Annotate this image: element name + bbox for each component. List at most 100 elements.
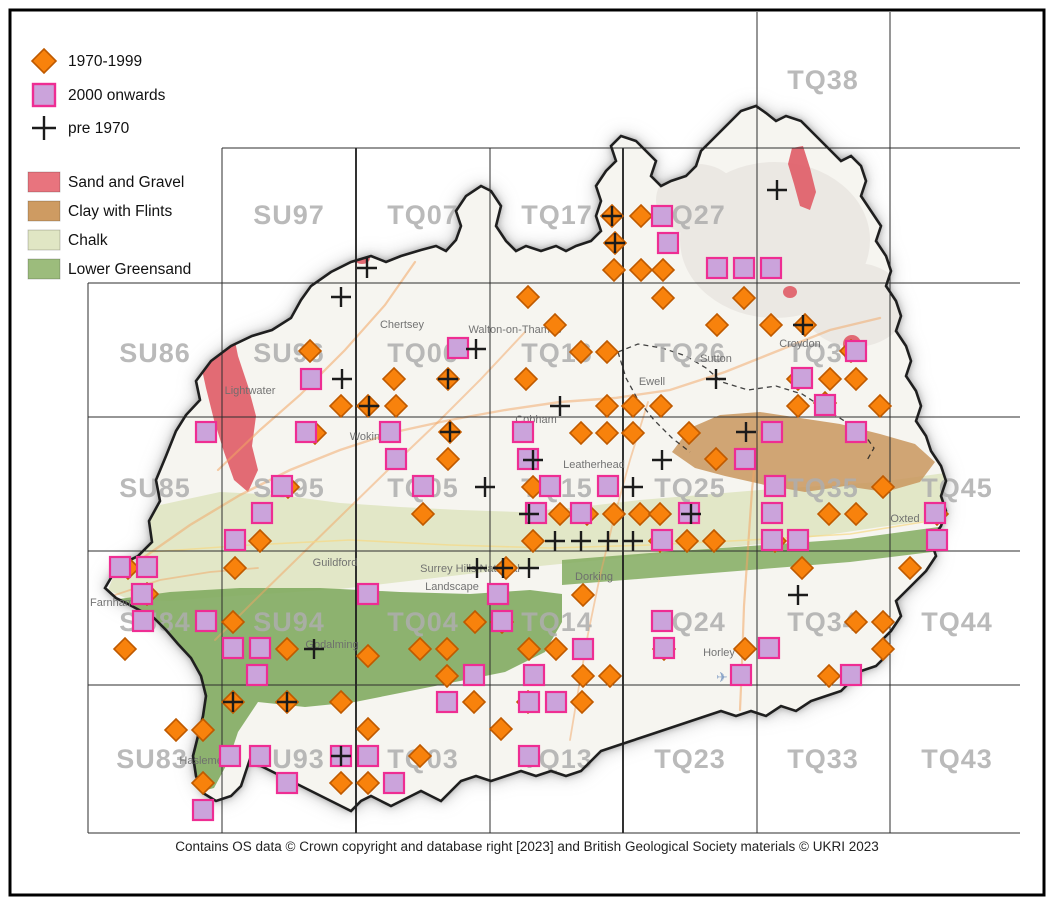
legend-label: Lower Greensand <box>68 261 191 278</box>
marker-pre-1970 <box>623 477 643 497</box>
marker-1970-1999 <box>897 555 923 581</box>
town-label: Walton-on-Thames <box>468 324 562 336</box>
marker-1970-1999 <box>601 257 627 283</box>
marker-2000-onwards <box>446 336 470 360</box>
marker-2000-onwards <box>839 663 863 687</box>
marker-1970-1999 <box>789 555 815 581</box>
town-label: Lightwater <box>225 385 276 397</box>
square-icon <box>31 82 57 108</box>
marker-2000-onwards <box>790 366 814 390</box>
marker-pre-1970 <box>359 396 379 416</box>
cross-icon <box>32 116 56 140</box>
marker-1970-1999 <box>190 717 216 743</box>
grid-square-label: SU83 <box>116 744 188 774</box>
marker-2000-onwards <box>760 528 784 552</box>
marker-1970-1999 <box>569 689 595 715</box>
markers-diamonds <box>112 203 950 796</box>
marker-1970-1999 <box>222 555 248 581</box>
marker-2000-onwards <box>813 393 837 417</box>
marker-2000-onwards <box>411 474 435 498</box>
marker-1970-1999 <box>461 689 487 715</box>
marker-2000-onwards <box>486 582 510 606</box>
marker-2000-onwards <box>490 609 514 633</box>
marker-2000-onwards <box>248 636 272 660</box>
grid-square-label: TQ04 <box>387 607 459 637</box>
marker-2000-onwards <box>270 474 294 498</box>
marker-2000-onwards <box>760 501 784 525</box>
marker-pre-1970 <box>467 558 487 578</box>
marker-1970-1999 <box>597 663 623 689</box>
marker-2000-onwards <box>517 690 541 714</box>
marker-2000-onwards <box>462 663 486 687</box>
marker-pre-1970 <box>767 180 787 200</box>
attribution-text: Contains OS data © Crown copyright and d… <box>175 839 879 854</box>
town-label: Dorking <box>575 571 613 583</box>
marker-1970-1999 <box>870 609 896 635</box>
town-label: Woking <box>350 431 386 443</box>
marker-pre-1970 <box>605 233 625 253</box>
marker-1970-1999 <box>328 393 354 419</box>
marker-1970-1999 <box>568 420 594 446</box>
marker-1970-1999 <box>220 609 246 635</box>
grid-square-label: SU85 <box>119 473 191 503</box>
marker-2000-onwards <box>759 256 783 280</box>
legend-label: Sand and Gravel <box>68 174 184 191</box>
marker-2000-onwards <box>299 367 323 391</box>
marker-1970-1999 <box>816 663 842 689</box>
marker-2000-onwards <box>844 339 868 363</box>
marker-1970-1999 <box>513 366 539 392</box>
grid-square-label: TQ35 <box>787 473 859 503</box>
legend-item-1970-1999: 1970-1999 <box>30 47 142 75</box>
diamond-icon <box>30 47 58 75</box>
marker-pre-1970 <box>545 531 565 551</box>
legend-label: 1970-1999 <box>68 53 142 70</box>
town-label: Guildford <box>313 557 358 569</box>
marker-2000-onwards <box>763 474 787 498</box>
marker-1970-1999 <box>732 636 758 662</box>
legend-label: Chalk <box>68 232 108 249</box>
marker-2000-onwards <box>757 636 781 660</box>
marker-pre-1970 <box>681 504 701 524</box>
grid-lines <box>87 12 1020 834</box>
legend-item-greensand: Lower Greensand <box>27 258 191 280</box>
marker-1970-1999 <box>515 284 541 310</box>
marker-2000-onwards <box>786 528 810 552</box>
markers-crosses <box>223 180 813 766</box>
marker-pre-1970 <box>475 477 495 497</box>
marker-2000-onwards <box>544 690 568 714</box>
grid-square-label: SU84 <box>119 607 191 637</box>
marker-2000-onwards <box>435 690 459 714</box>
grid-square-label: TQ17 <box>521 200 593 230</box>
town-label: Sutton <box>700 353 732 365</box>
legend-item-2000-onwards: 2000 onwards <box>31 82 166 108</box>
marker-pre-1970 <box>493 558 513 578</box>
marker-pre-1970 <box>736 422 756 442</box>
marker-pre-1970 <box>357 258 377 278</box>
dashed-boundary <box>617 343 875 463</box>
marker-1970-1999 <box>627 501 653 527</box>
marker-pre-1970 <box>598 531 618 551</box>
marker-1970-1999 <box>648 393 674 419</box>
marker-1970-1999 <box>570 582 596 608</box>
marker-2000-onwards <box>250 501 274 525</box>
grid-square-label: TQ33 <box>787 744 859 774</box>
marker-1970-1999 <box>628 203 654 229</box>
town-label: Leatherhead <box>563 459 625 471</box>
marker-pre-1970 <box>793 315 813 335</box>
marker-2000-onwards <box>844 420 868 444</box>
markers-squares <box>108 204 949 822</box>
marker-1970-1999 <box>620 393 646 419</box>
marker-1970-1999 <box>601 501 627 527</box>
marker-pre-1970 <box>332 369 352 389</box>
marker-1970-1999 <box>870 474 896 500</box>
marker-2000-onwards <box>538 474 562 498</box>
roads <box>111 260 882 741</box>
grid-square-label: TQ45 <box>921 473 993 503</box>
marker-1970-1999 <box>543 636 569 662</box>
airport-icon: ✈ <box>716 669 728 685</box>
marker-1970-1999 <box>647 501 673 527</box>
marker-2000-onwards <box>517 744 541 768</box>
marker-1970-1999 <box>383 393 409 419</box>
